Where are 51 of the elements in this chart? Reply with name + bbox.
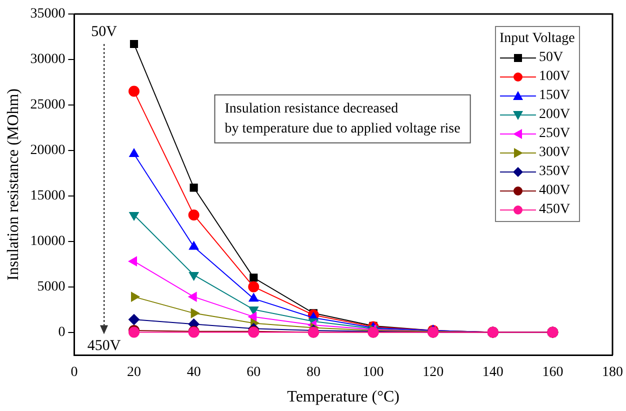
point xyxy=(248,312,257,322)
legend-label: 400V xyxy=(539,183,570,198)
legend-label: 350V xyxy=(539,164,570,179)
point xyxy=(190,184,198,192)
point xyxy=(129,148,139,158)
legend-title: Input Voltage xyxy=(500,30,575,48)
legend-label: 200V xyxy=(539,107,570,122)
x-tick-label: 20 xyxy=(127,365,142,380)
y-tick-label: 30000 xyxy=(30,52,66,68)
y-tick-label: 25000 xyxy=(30,98,66,113)
point xyxy=(130,40,138,48)
point xyxy=(188,292,197,302)
x-tick-label: 80 xyxy=(306,365,320,380)
y-tick-label: 15000 xyxy=(30,188,66,204)
point xyxy=(131,292,140,302)
legend-label: 450V xyxy=(539,202,570,217)
point xyxy=(190,308,200,318)
y-tick-label: 20000 xyxy=(30,143,66,158)
point xyxy=(248,293,258,302)
legend-label: 150V xyxy=(539,88,570,103)
y-tick-label: 0 xyxy=(58,324,66,340)
x-tick-label: 60 xyxy=(246,365,261,380)
x-tick-label: 120 xyxy=(422,365,444,380)
point xyxy=(248,306,258,316)
legend-label: 300V xyxy=(539,145,570,160)
point xyxy=(129,212,139,220)
x-tick-label: 0 xyxy=(70,365,78,380)
y-axis-title: Insulation resistance (MOhm) xyxy=(4,88,22,280)
point xyxy=(128,86,140,97)
point xyxy=(188,209,200,220)
x-tick-label: 100 xyxy=(362,365,384,380)
point xyxy=(128,314,140,326)
x-axis-title: Temperature (°C) xyxy=(287,388,400,406)
x-tick-label: 140 xyxy=(482,365,504,380)
legend-label: 250V xyxy=(539,126,570,141)
y-tick-label: 5000 xyxy=(37,279,66,294)
y-tick-label: 10000 xyxy=(30,234,66,250)
x-tick-label: 40 xyxy=(186,365,201,380)
legend-label: 100V xyxy=(539,69,570,84)
y-tick-label: 35000 xyxy=(30,6,66,22)
annotation: Insulation resistance decreased by temperature due to applied voltage rise xyxy=(224,102,460,137)
x-tick-label: 180 xyxy=(602,365,623,380)
x-tick-label: 160 xyxy=(542,365,564,380)
point xyxy=(188,241,199,250)
point xyxy=(188,272,199,280)
annotation: 450V xyxy=(87,338,121,354)
point xyxy=(128,256,138,266)
annotation: 50V xyxy=(91,24,118,40)
legend-label: 50V xyxy=(539,50,564,65)
point xyxy=(248,281,260,292)
point xyxy=(250,274,258,282)
